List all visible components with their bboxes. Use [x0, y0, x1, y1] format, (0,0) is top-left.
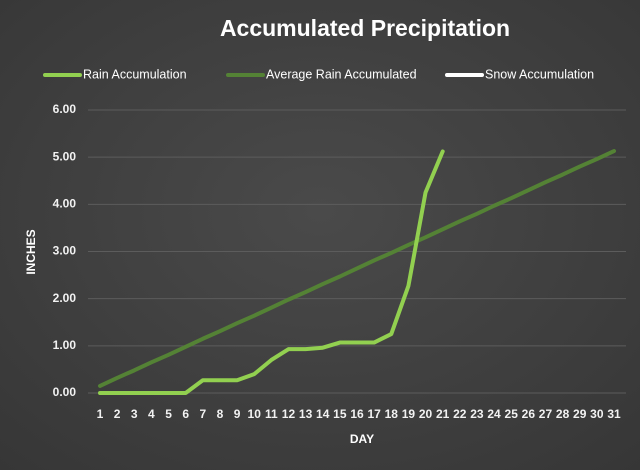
x-tick-label: 4 — [148, 407, 155, 421]
x-tick-label: 23 — [470, 407, 484, 421]
x-tick-label: 11 — [265, 407, 278, 421]
x-tick-label: 28 — [556, 407, 570, 421]
x-tick-label: 1 — [97, 407, 104, 421]
x-tick-label: 29 — [573, 407, 587, 421]
x-tick-label: 13 — [299, 407, 313, 421]
x-tick-label: 6 — [182, 407, 189, 421]
x-tick-label: 15 — [333, 407, 347, 421]
x-tick-label: 19 — [402, 407, 416, 421]
x-tick-label: 25 — [505, 407, 519, 421]
x-axis-title: DAY — [350, 432, 374, 446]
y-tick-label: 3.00 — [53, 244, 77, 258]
y-tick-label: 6.00 — [53, 102, 77, 116]
series-line — [98, 149, 616, 388]
x-tick-label: 10 — [248, 407, 262, 421]
legend-label: Rain Accumulation — [83, 67, 187, 81]
x-tick-label: 5 — [165, 407, 172, 421]
x-tick-label: 7 — [199, 407, 206, 421]
x-tick-label: 12 — [282, 407, 296, 421]
x-tick-label: 14 — [316, 407, 330, 421]
x-tick-label: 20 — [419, 407, 433, 421]
x-tick-label: 2 — [114, 407, 121, 421]
y-tick-label: 5.00 — [53, 149, 77, 163]
chart-title: Accumulated Precipitation — [220, 15, 510, 41]
x-tick-label: 24 — [487, 407, 501, 421]
y-tick-label: 1.00 — [53, 338, 77, 352]
x-tick-label: 26 — [522, 407, 536, 421]
x-tick-label: 21 — [436, 407, 450, 421]
y-tick-label: 0.00 — [53, 385, 77, 399]
series-line — [98, 149, 445, 395]
x-tick-label: 9 — [234, 407, 241, 421]
x-tick-label: 17 — [367, 407, 381, 421]
x-tick-label: 18 — [385, 407, 399, 421]
x-tick-label: 27 — [539, 407, 553, 421]
x-tick-label: 16 — [350, 407, 364, 421]
y-axis-title: INCHES — [24, 229, 38, 274]
x-tick-label: 30 — [590, 407, 604, 421]
legend-label: Snow Accumulation — [485, 67, 594, 81]
x-tick-label: 31 — [607, 407, 621, 421]
legend-label: Average Rain Accumulated — [266, 67, 417, 81]
x-tick-label: 3 — [131, 407, 138, 421]
x-tick-label: 22 — [453, 407, 467, 421]
y-tick-label: 4.00 — [53, 197, 77, 211]
y-tick-label: 2.00 — [53, 291, 77, 305]
x-tick-label: 8 — [217, 407, 224, 421]
